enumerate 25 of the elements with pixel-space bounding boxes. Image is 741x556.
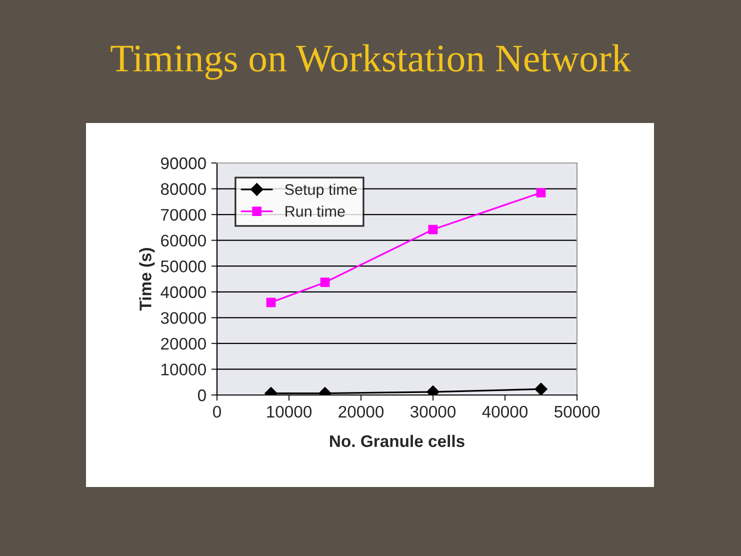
point <box>536 188 546 198</box>
y-tick-label: 60000 <box>161 234 206 247</box>
x-axis-title: No. Granule cells <box>330 434 464 448</box>
y-tick-label: 70000 <box>161 208 206 221</box>
x-tick-label: 30000 <box>410 406 456 418</box>
chart-title: Timings on Workstation Network <box>110 44 631 80</box>
x-tick-label: 40000 <box>482 406 528 418</box>
x-tick-label: 10000 <box>267 406 312 418</box>
point <box>428 224 438 234</box>
y-tick-label: 20000 <box>161 338 206 350</box>
x-tick-label: 0 <box>213 406 221 418</box>
legend-label: Setup time <box>285 184 357 198</box>
y-tick-label: 80000 <box>160 183 206 195</box>
y-axis-title: Time (s) <box>139 248 155 311</box>
y-tick-label: 50000 <box>160 260 206 272</box>
point <box>320 278 330 288</box>
y-tick-label: 10000 <box>162 364 206 376</box>
y-tick-label: 30000 <box>160 312 206 324</box>
y-tick-label: 0 <box>198 389 206 402</box>
y-tick-label: 90000 <box>161 157 206 170</box>
legend-label: Run time <box>286 206 345 217</box>
x-tick-label: 20000 <box>338 406 384 418</box>
y-tick-label: 40000 <box>160 286 206 298</box>
point <box>266 298 276 308</box>
x-tick-label: 50000 <box>554 406 600 418</box>
